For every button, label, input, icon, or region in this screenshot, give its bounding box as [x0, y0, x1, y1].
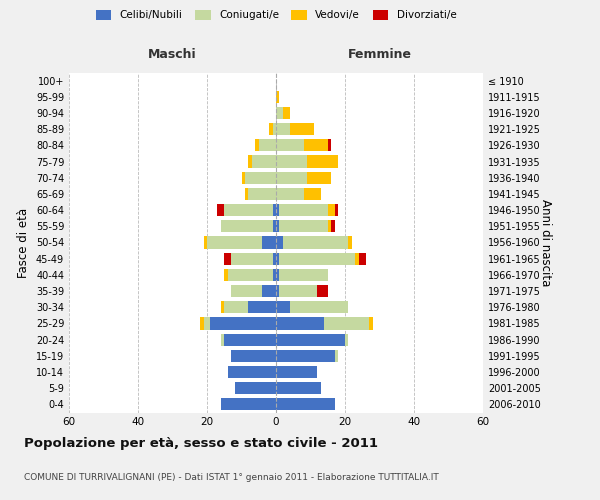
- Bar: [224, 334, 276, 345]
- Bar: [283, 236, 349, 248]
- Bar: [224, 269, 228, 281]
- Bar: [276, 172, 307, 184]
- Bar: [262, 236, 276, 248]
- Bar: [272, 123, 276, 135]
- Bar: [224, 204, 272, 216]
- Bar: [276, 285, 280, 297]
- Bar: [276, 318, 325, 330]
- Bar: [276, 188, 304, 200]
- Text: Maschi: Maschi: [148, 48, 197, 61]
- Bar: [224, 301, 248, 314]
- Legend: Celibi/Nubili, Coniugati/e, Vedovi/e, Divorziati/e: Celibi/Nubili, Coniugati/e, Vedovi/e, Di…: [95, 10, 457, 20]
- Bar: [276, 334, 345, 345]
- Bar: [272, 252, 276, 265]
- Bar: [290, 123, 314, 135]
- Bar: [276, 90, 280, 103]
- Bar: [248, 156, 252, 168]
- Bar: [248, 301, 276, 314]
- Bar: [276, 269, 280, 281]
- Bar: [276, 140, 304, 151]
- Bar: [280, 252, 355, 265]
- Bar: [290, 301, 349, 314]
- Bar: [345, 334, 349, 345]
- Bar: [235, 382, 276, 394]
- Bar: [262, 285, 276, 297]
- Bar: [231, 350, 276, 362]
- Bar: [276, 301, 290, 314]
- Bar: [221, 398, 276, 410]
- Bar: [269, 123, 272, 135]
- Bar: [224, 252, 231, 265]
- Bar: [335, 350, 338, 362]
- Bar: [221, 334, 224, 345]
- Bar: [276, 350, 335, 362]
- Bar: [242, 172, 245, 184]
- Bar: [211, 318, 276, 330]
- Bar: [272, 269, 276, 281]
- Bar: [276, 236, 283, 248]
- Bar: [217, 204, 224, 216]
- Bar: [328, 220, 331, 232]
- Bar: [304, 140, 328, 151]
- Bar: [245, 188, 248, 200]
- Y-axis label: Fasce di età: Fasce di età: [17, 208, 30, 278]
- Bar: [280, 204, 328, 216]
- Bar: [207, 236, 262, 248]
- Bar: [369, 318, 373, 330]
- Bar: [256, 140, 259, 151]
- Bar: [304, 188, 321, 200]
- Bar: [335, 204, 338, 216]
- Bar: [248, 188, 276, 200]
- Bar: [328, 204, 335, 216]
- Bar: [307, 156, 338, 168]
- Y-axis label: Anni di nascita: Anni di nascita: [539, 199, 552, 286]
- Bar: [228, 269, 272, 281]
- Bar: [272, 220, 276, 232]
- Bar: [325, 318, 369, 330]
- Bar: [317, 285, 328, 297]
- Bar: [231, 252, 272, 265]
- Bar: [331, 220, 335, 232]
- Bar: [203, 318, 211, 330]
- Bar: [231, 285, 262, 297]
- Bar: [280, 285, 317, 297]
- Bar: [252, 156, 276, 168]
- Bar: [328, 140, 331, 151]
- Bar: [272, 204, 276, 216]
- Bar: [283, 107, 290, 119]
- Bar: [276, 398, 335, 410]
- Bar: [280, 269, 328, 281]
- Bar: [228, 366, 276, 378]
- Text: COMUNE DI TURRIVALIGNANI (PE) - Dati ISTAT 1° gennaio 2011 - Elaborazione TUTTIT: COMUNE DI TURRIVALIGNANI (PE) - Dati IST…: [24, 473, 439, 482]
- Bar: [359, 252, 365, 265]
- Bar: [276, 107, 283, 119]
- Bar: [349, 236, 352, 248]
- Bar: [259, 140, 276, 151]
- Bar: [276, 382, 321, 394]
- Bar: [221, 301, 224, 314]
- Bar: [276, 366, 317, 378]
- Bar: [200, 318, 203, 330]
- Bar: [307, 172, 331, 184]
- Bar: [355, 252, 359, 265]
- Bar: [276, 220, 280, 232]
- Bar: [276, 252, 280, 265]
- Bar: [245, 172, 276, 184]
- Bar: [221, 220, 272, 232]
- Bar: [276, 204, 280, 216]
- Text: Popolazione per età, sesso e stato civile - 2011: Popolazione per età, sesso e stato civil…: [24, 438, 378, 450]
- Bar: [276, 123, 290, 135]
- Bar: [203, 236, 207, 248]
- Bar: [276, 156, 307, 168]
- Text: Femmine: Femmine: [347, 48, 412, 61]
- Bar: [280, 220, 328, 232]
